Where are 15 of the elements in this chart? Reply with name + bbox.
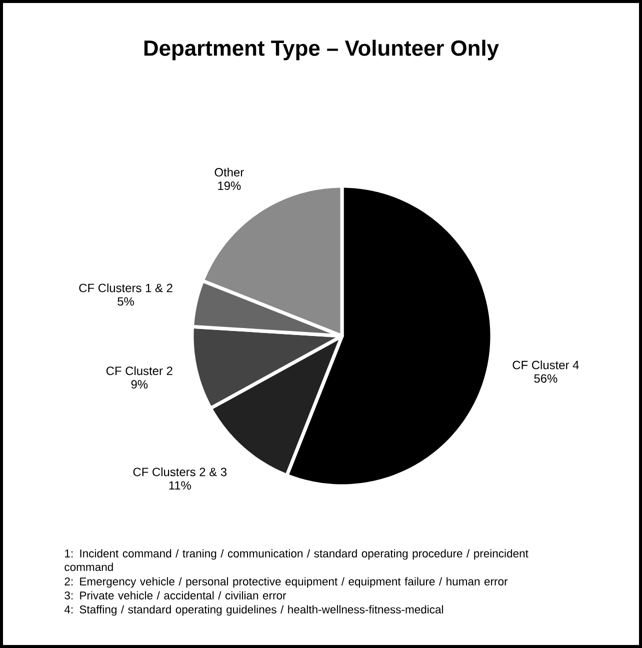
data-label: 5% bbox=[118, 297, 134, 306]
slice-label: CF Clusters 2 & 3 bbox=[133, 467, 227, 476]
slice-label: CF Cluster 4 bbox=[512, 360, 579, 370]
chart-title: Department Type – Volunteer Only bbox=[144, 40, 499, 60]
data-label: 19% bbox=[218, 182, 241, 190]
slice-label: CF Cluster 2 bbox=[106, 366, 172, 376]
text: 4: Staffing / standard operating guidelines / health-wellness-fitness-medical bbox=[64, 605, 444, 616]
data-label: 11% bbox=[169, 481, 191, 490]
slice-label: Other bbox=[214, 168, 244, 176]
text: 1: Incident command / traning / communication / standard operating procedure / preincident command bbox=[64, 549, 528, 572]
data-label: 9% bbox=[131, 380, 148, 389]
slice-label: CF Clusters 1 & 2 bbox=[79, 283, 172, 292]
text: 3: Private vehicle / accidental / civilian error bbox=[64, 591, 286, 600]
data-label: 56% bbox=[534, 374, 558, 383]
text: 2: Emergency vehicle / personal protective equipment / equipment failure / human error bbox=[64, 577, 508, 588]
